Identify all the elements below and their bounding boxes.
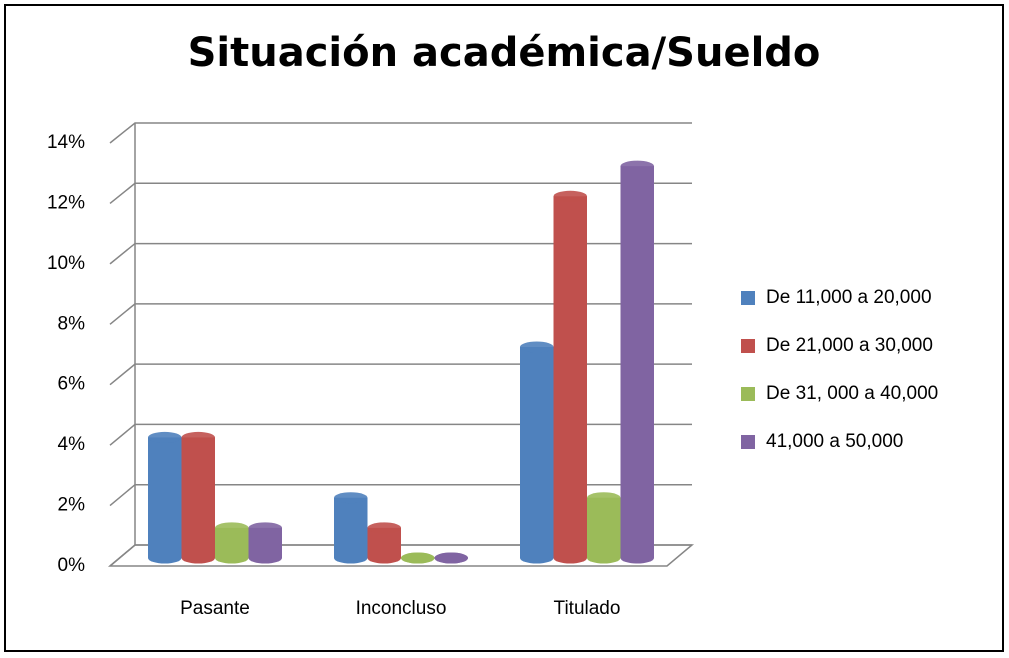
- bar: [367, 522, 401, 564]
- y-tick-label: 12%: [47, 192, 85, 213]
- x-tick-label: Pasante: [180, 598, 250, 619]
- bar-top: [553, 190, 587, 202]
- grid-line: [109, 182, 692, 205]
- x-tick-label: Inconcluso: [356, 598, 447, 619]
- bar-top: [434, 552, 468, 564]
- bar-body: [181, 437, 215, 558]
- x-tick-label: Titulado: [554, 598, 621, 619]
- grid-line: [109, 242, 692, 265]
- bar: [520, 341, 554, 564]
- bar: [434, 552, 468, 564]
- bar-top: [248, 522, 282, 534]
- bar: [620, 160, 654, 564]
- bar-body: [587, 497, 621, 558]
- y-tick-label: 2%: [58, 495, 86, 516]
- bar: [248, 522, 282, 564]
- bar: [181, 431, 215, 564]
- bar-top: [620, 160, 654, 172]
- bar-body: [334, 497, 368, 558]
- bar-top: [401, 552, 435, 564]
- bar: [215, 522, 249, 564]
- bar: [401, 552, 435, 564]
- bar-top: [520, 341, 554, 353]
- y-tick-label: 8%: [58, 313, 86, 334]
- grid-line: [109, 363, 692, 386]
- bar: [587, 492, 621, 564]
- grid-line: [109, 122, 692, 144]
- bar-top: [587, 492, 621, 504]
- bar-body: [520, 347, 554, 558]
- bar-body: [553, 196, 587, 559]
- bar-top: [215, 522, 249, 534]
- y-tick-label: 10%: [47, 253, 85, 274]
- y-tick-label: 14%: [47, 132, 85, 153]
- bar-body: [620, 166, 654, 558]
- y-tick-label: 6%: [58, 374, 86, 395]
- bar: [553, 190, 587, 564]
- legend-label: De 21,000 a 30,000: [766, 335, 933, 356]
- grid-line: [109, 483, 692, 507]
- bar-body: [148, 437, 182, 558]
- y-tick-label: 4%: [58, 434, 86, 455]
- grid-line: [109, 423, 692, 446]
- chart-title: Situación académica/Sueldo: [188, 30, 821, 76]
- bar-top: [367, 522, 401, 534]
- grid-line: [109, 303, 692, 325]
- legend-swatch: [741, 339, 755, 353]
- legend-label: De 31, 000 a 40,000: [766, 383, 938, 404]
- bar-top: [148, 431, 182, 443]
- legend-label: De 11,000 a 20,000: [766, 287, 932, 308]
- legend-swatch: [741, 387, 755, 401]
- bar-top: [181, 431, 215, 443]
- legend-label: 41,000 a 50,000: [766, 431, 903, 452]
- bar: [334, 492, 368, 564]
- y-tick-label: 0%: [58, 555, 86, 576]
- bar-top: [334, 492, 368, 504]
- legend-swatch: [741, 291, 755, 305]
- grid-line: [109, 544, 692, 567]
- legend-swatch: [741, 435, 755, 449]
- bar: [148, 431, 182, 564]
